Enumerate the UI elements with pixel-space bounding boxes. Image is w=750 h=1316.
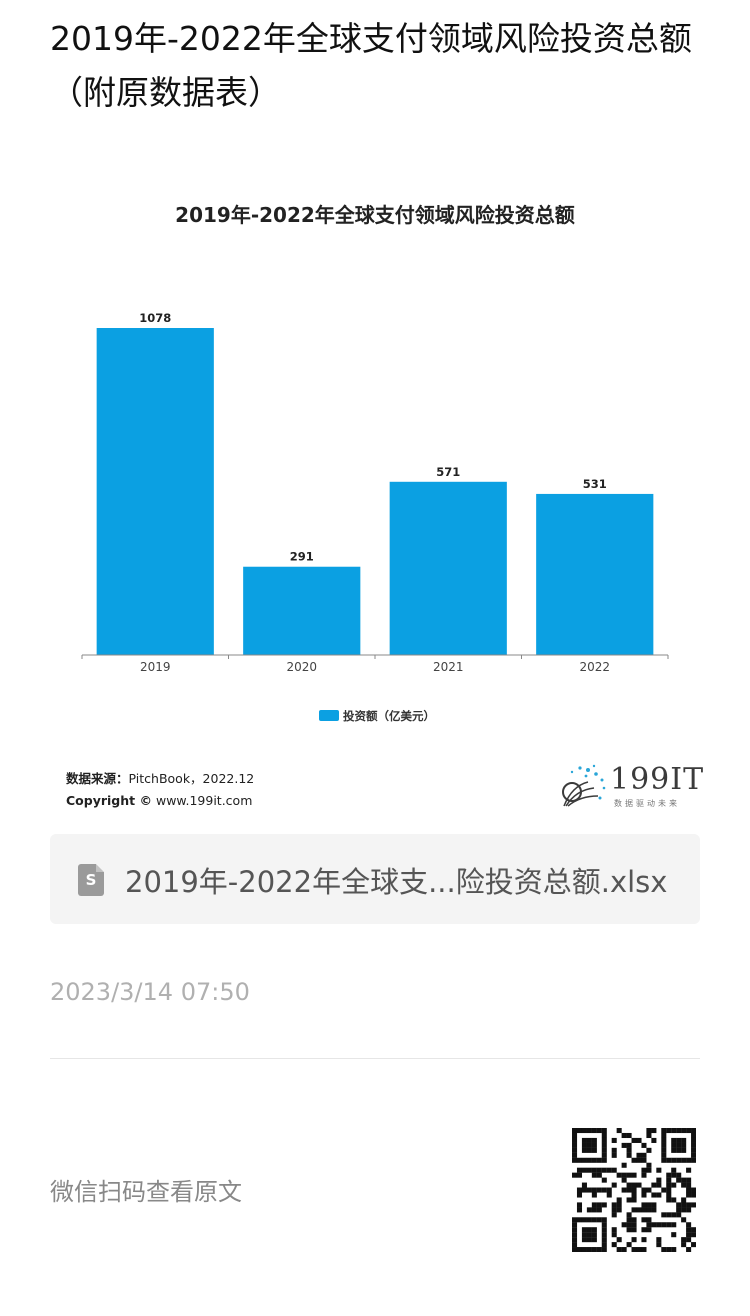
qr-code-icon[interactable] (572, 1128, 696, 1252)
bar-2019 (96, 328, 214, 655)
legend-swatch (319, 710, 339, 721)
attachment-file-name[interactable]: 2019年-2022年全球支...险投资总额.xlsx (125, 865, 668, 899)
data-label-2019: 1078 (139, 311, 171, 325)
logo-dandelion-icon (562, 764, 606, 807)
source-label: 数据来源： (66, 771, 129, 786)
source-text: PitchBook，2022.12 (128, 771, 255, 786)
x-tick-label-2019: 2019 (140, 660, 171, 674)
data-label-2021: 571 (436, 465, 460, 479)
bar-chart: 2019年-2022年全球支付领域风险投资总额 1078 2019 291 2020 57… (81, 203, 669, 723)
bar-2022 (536, 493, 654, 655)
spreadsheet-file-icon: S (78, 864, 104, 896)
data-label-2022: 531 (583, 477, 607, 491)
logo-subtitle: 数据驱动未来 (614, 799, 680, 808)
x-tick-label-2021: 2021 (433, 660, 464, 674)
post-date: 2023/3/14 07:50 (50, 978, 250, 1006)
copyright-text: www.199it.com (155, 793, 253, 808)
chart-card: 2019年-2022年全球支付领域风险投资总额 1078 2019 291 2020 57… (50, 178, 700, 818)
page-title: 2019年-2022年全球支付领域风险投资总额（附原数据表） (50, 19, 692, 112)
bar-2020 (243, 566, 361, 655)
source-note: 数据来源：PitchBook，2022.12 Copyright © www.1… (66, 768, 254, 812)
data-label-2020: 291 (290, 550, 314, 564)
divider (50, 1058, 700, 1059)
legend-label: 投资额（亿美元） (343, 709, 435, 723)
logo-text: 199IT (610, 762, 705, 797)
x-tick-label-2022: 2022 (579, 660, 610, 674)
199it-logo: 199IT 数据驱动未来 (558, 760, 703, 812)
qr-hint-text: 微信扫码查看原文 (50, 1178, 242, 1206)
attachment-card[interactable]: S 2019年-2022年全球支...险投资总额.xlsx (50, 834, 700, 924)
chart-title: 2019年-2022年全球支付领域风险投资总额 (175, 203, 575, 227)
x-tick-label-2020: 2020 (286, 660, 317, 674)
copyright-label: Copyright © (66, 793, 152, 808)
bar-2021 (389, 481, 507, 655)
